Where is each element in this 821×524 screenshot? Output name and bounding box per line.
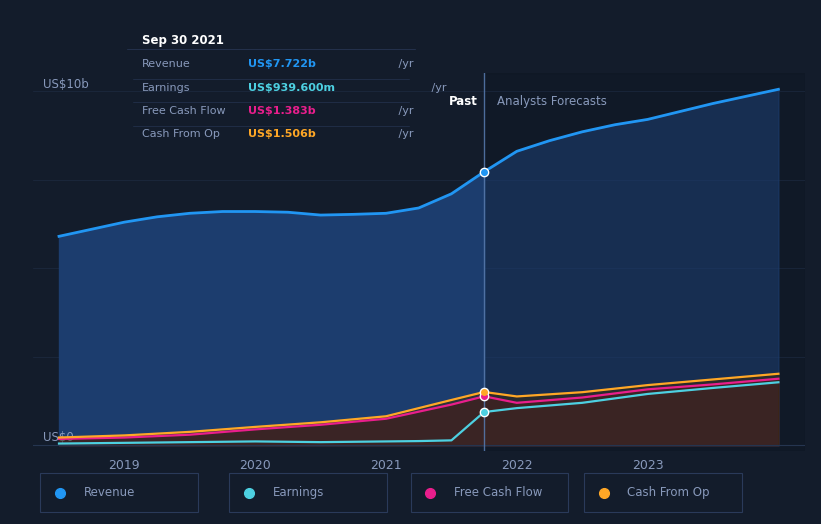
Text: US$7.722b: US$7.722b (248, 59, 316, 69)
Text: US$10b: US$10b (44, 78, 89, 91)
Text: /yr: /yr (428, 83, 447, 93)
Text: US$1.383b: US$1.383b (248, 106, 315, 116)
Text: Cash From Op: Cash From Op (627, 486, 709, 499)
Text: Cash From Op: Cash From Op (141, 129, 219, 139)
Text: /yr: /yr (396, 129, 414, 139)
Text: Free Cash Flow: Free Cash Flow (141, 106, 225, 116)
Text: US$0: US$0 (44, 431, 74, 443)
Text: Analysts Forecasts: Analysts Forecasts (498, 95, 607, 108)
Text: Revenue: Revenue (84, 486, 135, 499)
FancyBboxPatch shape (40, 473, 198, 512)
Text: US$939.600m: US$939.600m (248, 83, 335, 93)
Text: Free Cash Flow: Free Cash Flow (454, 486, 542, 499)
Text: /yr: /yr (396, 106, 414, 116)
Text: Sep 30 2021: Sep 30 2021 (141, 34, 223, 47)
Bar (484, 73, 805, 451)
FancyBboxPatch shape (410, 473, 568, 512)
Text: US$1.506b: US$1.506b (248, 129, 316, 139)
FancyBboxPatch shape (229, 473, 387, 512)
Text: Earnings: Earnings (141, 83, 190, 93)
Text: Revenue: Revenue (141, 59, 190, 69)
FancyBboxPatch shape (584, 473, 741, 512)
Text: Past: Past (449, 95, 478, 108)
Text: Earnings: Earnings (273, 486, 324, 499)
Text: /yr: /yr (396, 59, 414, 69)
